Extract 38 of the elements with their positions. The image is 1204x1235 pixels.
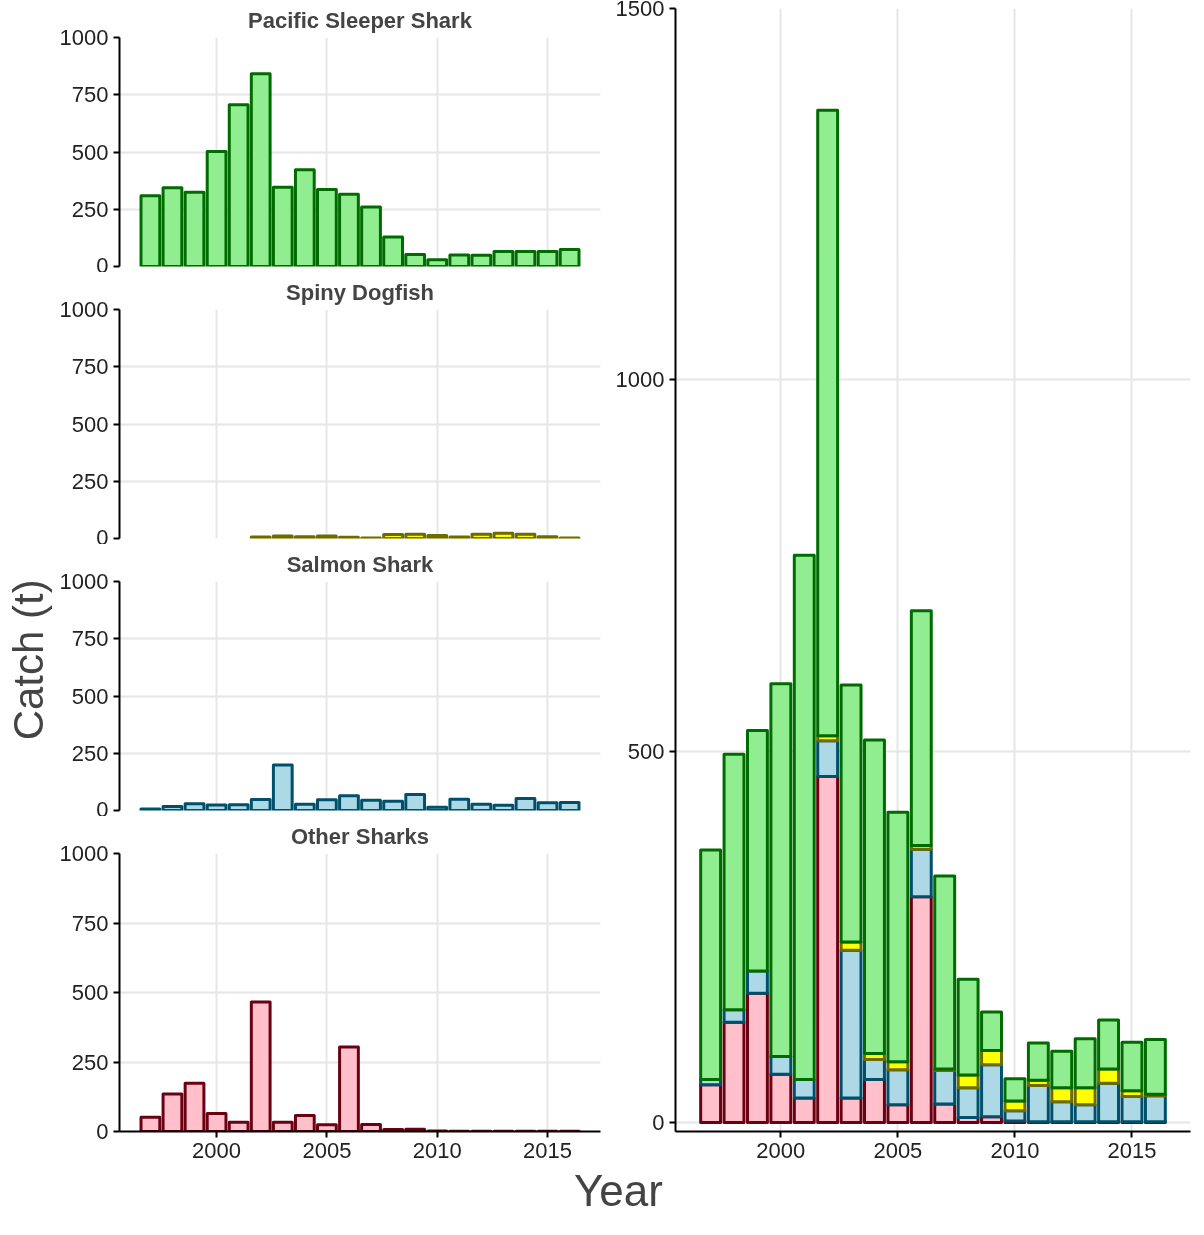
y-tick-label: 250 bbox=[71, 1049, 109, 1075]
y-tick-label: 1000 bbox=[59, 841, 109, 866]
x-tick-label: 2015 bbox=[523, 1137, 573, 1163]
y-tick-label: 500 bbox=[71, 411, 109, 437]
y-tick-label: 750 bbox=[71, 82, 109, 108]
x-tick-label: 2000 bbox=[756, 1137, 806, 1163]
x-tick-label: 2010 bbox=[990, 1137, 1040, 1163]
y-tick-label: 0 bbox=[652, 1110, 665, 1136]
y-tick-label: 250 bbox=[71, 740, 109, 766]
y-tick-label: 500 bbox=[71, 139, 109, 165]
x-tick-label: 2010 bbox=[412, 1137, 462, 1163]
y-tick-label: 1500 bbox=[615, 0, 665, 21]
chart-title: Pacific Sleeper Shark bbox=[248, 7, 473, 33]
y-tick-label: 1000 bbox=[615, 367, 665, 393]
y-tick-label: 0 bbox=[96, 252, 109, 278]
y-tick-label: 250 bbox=[71, 196, 109, 222]
x-tick-label: 2005 bbox=[302, 1137, 352, 1163]
chart-title: Other Sharks bbox=[290, 823, 430, 849]
x-tick-label: 2015 bbox=[1107, 1137, 1157, 1163]
y-tick-label: 1000 bbox=[59, 297, 109, 322]
y-tick-label: 750 bbox=[71, 626, 109, 652]
y-tick-label: 0 bbox=[96, 796, 109, 822]
y-tick-label: 500 bbox=[627, 738, 665, 764]
y-tick-label: 250 bbox=[71, 468, 109, 494]
y-tick-label: 1000 bbox=[59, 569, 109, 594]
y-tick-label: 0 bbox=[96, 1119, 109, 1144]
y-tick-label: 500 bbox=[71, 683, 109, 709]
x-axis-title: Year bbox=[574, 1165, 663, 1215]
y-tick-label: 0 bbox=[96, 524, 109, 550]
y-tick-label: 500 bbox=[71, 980, 109, 1005]
chart-title: Spiny Dogfish bbox=[286, 279, 434, 305]
x-tick-label: 2005 bbox=[873, 1137, 923, 1163]
y-tick-label: 750 bbox=[71, 910, 109, 936]
y-axis-title: Catch (t) bbox=[5, 579, 52, 741]
x-tick-label: 2000 bbox=[192, 1137, 242, 1163]
y-tick-label: 750 bbox=[71, 354, 109, 380]
y-tick-label: 1000 bbox=[59, 25, 109, 50]
chart-title: Salmon Shark bbox=[286, 551, 435, 577]
